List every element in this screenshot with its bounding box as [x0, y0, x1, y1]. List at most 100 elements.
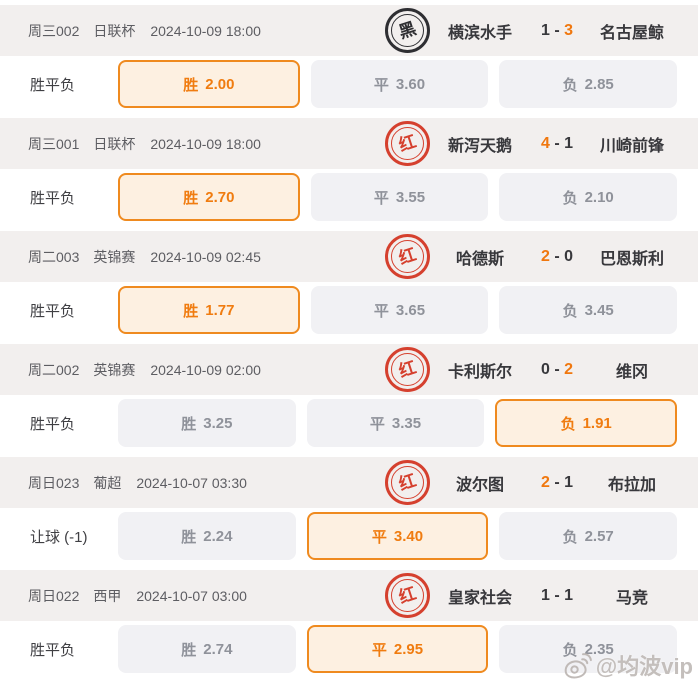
home-score: 2	[540, 247, 550, 265]
match-datetime: 2024-10-09 02:45	[150, 248, 261, 265]
odds-win-value: 1.77	[205, 301, 235, 319]
result-stamp-icon: 红	[385, 347, 430, 392]
odds-button-win[interactable]: 胜 2.00	[118, 60, 300, 108]
match-info-row: 周二002 英锦赛 2024-10-09 02:00 红 卡利斯尔 0 - 2 …	[0, 344, 698, 395]
match-list: 周三002 日联杯 2024-10-09 18:00 黑 横滨水手 1 - 3 …	[0, 5, 698, 683]
match-block: 周二002 英锦赛 2024-10-09 02:00 红 卡利斯尔 0 - 2 …	[0, 344, 698, 457]
away-score: 3	[564, 21, 574, 39]
odds-button-lose[interactable]: 负 2.85	[499, 60, 678, 108]
match-block: 周三002 日联杯 2024-10-09 18:00 黑 横滨水手 1 - 3 …	[0, 5, 698, 118]
odds-button-draw[interactable]: 平 3.40	[306, 512, 489, 560]
bet-type-label: 让球 (-1)	[30, 528, 88, 546]
odds-button-win[interactable]: 胜 2.74	[118, 625, 296, 673]
odds-lose-value: 2.35	[584, 640, 614, 658]
odds-lose-label: 负	[562, 76, 578, 94]
match-info-row: 周三002 日联杯 2024-10-09 18:00 黑 横滨水手 1 - 3 …	[0, 5, 698, 56]
odds-button-lose[interactable]: 负 2.35	[499, 625, 678, 673]
away-team-name: 维冈	[615, 363, 648, 381]
home-score: 4	[540, 134, 550, 152]
odds-button-win[interactable]: 胜 1.77	[118, 286, 300, 334]
odds-row: 胜平负 胜 3.25 平 3.35 负 1.91	[0, 395, 698, 457]
score-separator: -	[554, 360, 560, 378]
result-stamp-label: 红	[396, 244, 419, 269]
home-score: 2	[540, 473, 550, 491]
result-stamp-inner-ring: 红	[391, 240, 424, 273]
odds-win-label: 胜	[181, 641, 197, 659]
odds-draw-label: 平	[373, 189, 389, 207]
home-score: 1	[540, 586, 550, 604]
top-spacer	[0, 0, 698, 5]
bet-type-label: 胜平负	[30, 415, 76, 433]
odds-button-draw[interactable]: 平 3.65	[310, 286, 489, 334]
result-stamp-inner-ring: 红	[391, 353, 424, 386]
odds-draw-label: 平	[369, 415, 385, 433]
odds-draw-value: 3.55	[395, 188, 426, 206]
away-score: 1	[564, 586, 574, 604]
league-name: 西甲	[93, 587, 122, 604]
odds-button-lose[interactable]: 负 1.91	[495, 399, 678, 447]
away-team-name: 布拉加	[607, 476, 656, 494]
away-score: 2	[564, 360, 574, 378]
odds-draw-value: 3.35	[391, 414, 422, 432]
result-stamp-label: 红	[396, 583, 419, 608]
home-score: 0	[540, 360, 550, 378]
match-block: 周三001 日联杯 2024-10-09 18:00 红 新泻天鹅 4 - 1 …	[0, 118, 698, 231]
odds-button-win[interactable]: 胜 3.25	[118, 399, 296, 447]
result-stamp-inner-ring: 黑	[391, 14, 424, 47]
odds-row: 胜 平 负 胜 2.74 平 2.95 负 2.35	[0, 621, 698, 683]
result-stamp-icon: 红	[385, 121, 430, 166]
odds-row: 胜平负 胜 2.70 平 3.55 负 2.10	[0, 169, 698, 231]
home-team-name: 卡利斯尔	[447, 363, 512, 381]
odds-lose-value: 2.85	[584, 75, 614, 93]
match-result-group: 红 卡利斯尔 0 - 2 维冈	[385, 344, 680, 395]
odds-button-win[interactable]: 胜 2.70	[118, 173, 300, 221]
odds-win-value: 2.00	[205, 75, 235, 93]
match-datetime: 2024-10-07 03:00	[136, 587, 247, 604]
odds-button-draw[interactable]: 平 3.35	[306, 399, 485, 447]
match-datetime: 2024-10-07 03:30	[136, 474, 247, 491]
odds-win-label: 胜	[183, 189, 199, 207]
odds-button-lose[interactable]: 负 2.10	[499, 173, 678, 221]
score-separator: -	[554, 134, 560, 152]
score-separator: -	[554, 247, 560, 265]
odds-win-value: 2.24	[203, 527, 233, 545]
odds-button-draw[interactable]: 平 3.60	[310, 60, 489, 108]
result-stamp-label: 红	[396, 131, 419, 156]
odds-lose-value: 1.91	[582, 414, 612, 432]
home-team-name: 波尔图	[455, 476, 504, 494]
odds-button-lose[interactable]: 负 2.57	[499, 512, 678, 560]
odds-win-label: 胜	[181, 415, 197, 433]
bet-type-label: 胜平负	[30, 302, 76, 320]
match-id: 周日023	[28, 474, 80, 491]
away-score: 0	[564, 247, 574, 265]
match-id: 周二002	[28, 361, 80, 378]
match-id: 周二003	[28, 248, 80, 265]
match-score: 4 - 1	[530, 135, 584, 153]
odds-draw-label: 平	[371, 528, 387, 546]
match-result-group: 红 皇家社会 1 - 1 马竞	[385, 570, 680, 621]
result-stamp-label: 红	[396, 357, 419, 382]
odds-button-win[interactable]: 胜 2.24	[118, 512, 296, 560]
odds-button-draw[interactable]: 平 3.55	[310, 173, 489, 221]
odds-lose-label: 负	[562, 528, 578, 546]
away-team-name: 巴恩斯利	[599, 250, 664, 268]
score-separator: -	[554, 21, 560, 39]
odds-lose-label: 负	[560, 415, 576, 433]
away-team-name: 川崎前锋	[599, 137, 664, 155]
result-stamp-label: 黑	[396, 18, 419, 43]
home-team-name: 新泻天鹅	[447, 137, 512, 155]
match-block: 周二003 英锦赛 2024-10-09 02:45 红 哈德斯 2 - 0 巴…	[0, 231, 698, 344]
odds-draw-value: 2.95	[393, 640, 424, 658]
home-team-name: 皇家社会	[447, 589, 512, 607]
home-score: 1	[540, 21, 550, 39]
match-info-row: 周日022 西甲 2024-10-07 03:00 红 皇家社会 1 - 1 马…	[0, 570, 698, 621]
odds-win-value: 2.70	[205, 188, 235, 206]
odds-button-lose[interactable]: 负 3.45	[499, 286, 678, 334]
odds-button-draw[interactable]: 平 2.95	[306, 625, 489, 673]
match-info-row: 周日023 葡超 2024-10-07 03:30 红 波尔图 2 - 1 布拉…	[0, 457, 698, 508]
match-id: 周三002	[28, 22, 80, 39]
match-score: 0 - 2	[530, 361, 584, 379]
odds-draw-label: 平	[371, 641, 387, 659]
match-score: 2 - 1	[530, 474, 584, 492]
odds-lose-label: 负	[562, 641, 578, 659]
